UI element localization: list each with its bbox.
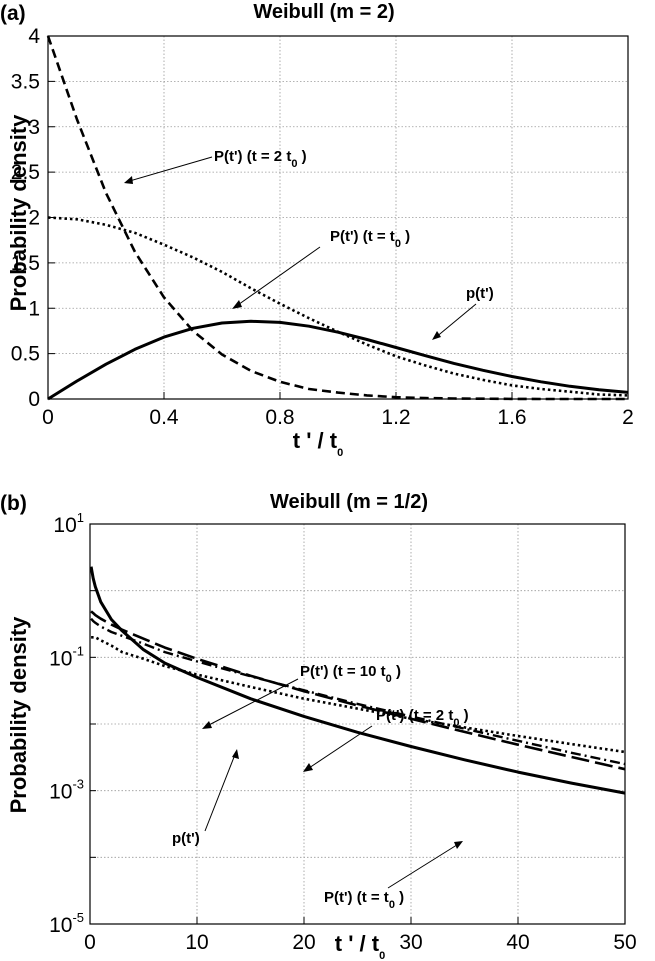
panel-b-annotation-P-10t0: P(t') (t = 10 t0 )	[300, 663, 401, 685]
panel-a-arrowhead-P-2t0	[124, 176, 133, 184]
panel-a-annotation-p: p(t')	[466, 285, 494, 302]
y-tick-label: 0	[28, 388, 40, 411]
panel-a: (a) Weibull (m = 2) Probability density …	[0, 1, 634, 459]
panel-b-yticks: 101 10-1 10-3 10-5	[49, 510, 96, 937]
y-tick-label: 1	[28, 297, 40, 320]
panel-b-arrowhead-P-t0	[454, 841, 463, 849]
panel-a-xlabel: t ' / t0	[293, 428, 343, 459]
x-tick-label: 2	[622, 406, 634, 429]
x-tick-label: 30	[399, 931, 422, 954]
series-line-dash-dot	[90, 617, 626, 766]
panel-b-arrow-p	[204, 751, 237, 832]
panel-b-arrow-P-10t0	[204, 678, 299, 728]
panel-b-xticks: 0 10 20 30 40 50	[84, 917, 637, 954]
panel-b-xlabel: t ' / t0	[335, 931, 385, 961]
series-line-long-dash	[90, 610, 626, 771]
panel-a-annotation-P-2t0: P(t') (t = 2 t0 )	[214, 148, 307, 170]
panel-b-title: Weibull (m = 1/2)	[270, 491, 428, 513]
series-line-solid	[47, 319, 629, 401]
panel-b-annotation-p: p(t')	[172, 830, 200, 847]
panel-a-label: (a)	[0, 2, 26, 25]
panel-a-series	[46, 35, 629, 401]
x-tick-label: 1.2	[381, 406, 410, 429]
x-tick-label: 0.8	[265, 406, 294, 429]
panel-a-yticks: 0 0.5 1 1.5 2 2.5 3 3.5 4	[11, 25, 55, 411]
y-tick-label: 10-1	[49, 643, 84, 670]
panel-b-annotation-P-2t0: P(t') (t = 2 t0 )	[376, 707, 469, 729]
x-tick-label: 10	[185, 931, 208, 954]
panel-b-ylabel: Probability density	[6, 616, 31, 814]
panel-b-frame	[89, 523, 626, 925]
panel-a-arrowhead-p	[432, 331, 441, 340]
x-tick-label: 0	[42, 406, 54, 429]
panel-b-series	[89, 566, 626, 795]
panel-b-arrow-P-2t0	[305, 725, 373, 771]
series-line-solid	[89, 566, 626, 795]
panel-a-xlabel-main: t ' / t	[293, 428, 338, 453]
panel-a-ylabel: Probability density	[6, 114, 31, 312]
panel-b: (b) Weibull (m = 1/2) Probability densit…	[0, 491, 637, 961]
panel-a-arrow-p	[434, 303, 477, 339]
y-tick-label: 3.5	[11, 70, 40, 93]
x-tick-label: 0	[84, 931, 96, 954]
x-tick-label: 0.4	[149, 406, 179, 429]
x-tick-label: 40	[506, 931, 529, 954]
panel-a-arrow-P-t0	[234, 246, 321, 308]
panel-a-title: Weibull (m = 2)	[253, 1, 394, 23]
y-tick-label: 4	[28, 25, 40, 48]
panel-b-arrow-P-t0	[387, 842, 461, 889]
panel-b-xlabel-main: t ' / t	[335, 931, 380, 956]
panel-a-grid	[48, 36, 628, 399]
panel-b-arrowhead-p	[232, 749, 239, 759]
x-tick-label: 1.6	[497, 406, 526, 429]
panel-a-arrowhead-P-t0	[232, 300, 242, 309]
panel-a-frame	[47, 35, 629, 400]
panel-b-arrowhead-P-10t0	[202, 721, 212, 729]
panel-a-annotation-P-t0: P(t') (t = t0 )	[330, 228, 410, 250]
panel-b-annotation-P-t0: P(t') (t = t0 )	[324, 889, 404, 911]
y-tick-label: 0.5	[11, 343, 40, 366]
panel-b-xlabel-sub: 0	[379, 950, 385, 961]
panel-b-label: (b)	[0, 492, 27, 515]
y-tick-label: 1.5	[11, 252, 40, 275]
y-tick-label: 101	[53, 510, 84, 537]
y-tick-label: 10-5	[49, 910, 84, 937]
series-line-dotted	[91, 635, 626, 754]
x-tick-label: 20	[292, 931, 315, 954]
panel-a-xlabel-sub: 0	[337, 447, 343, 459]
series-line-dashed	[46, 35, 628, 401]
y-tick-label: 3	[28, 116, 40, 139]
panel-a-xticks: 0 0.4 0.8 1.2 1.6 2	[42, 392, 634, 429]
y-tick-label: 10-3	[49, 777, 84, 804]
panel-b-grid	[90, 524, 625, 924]
panel-a-arrow-P-2t0	[125, 156, 213, 183]
x-tick-label: 50	[613, 931, 636, 954]
y-tick-label: 2	[28, 207, 40, 230]
panel-b-arrowhead-P-2t0	[303, 763, 313, 772]
y-tick-label: 2.5	[11, 161, 40, 184]
